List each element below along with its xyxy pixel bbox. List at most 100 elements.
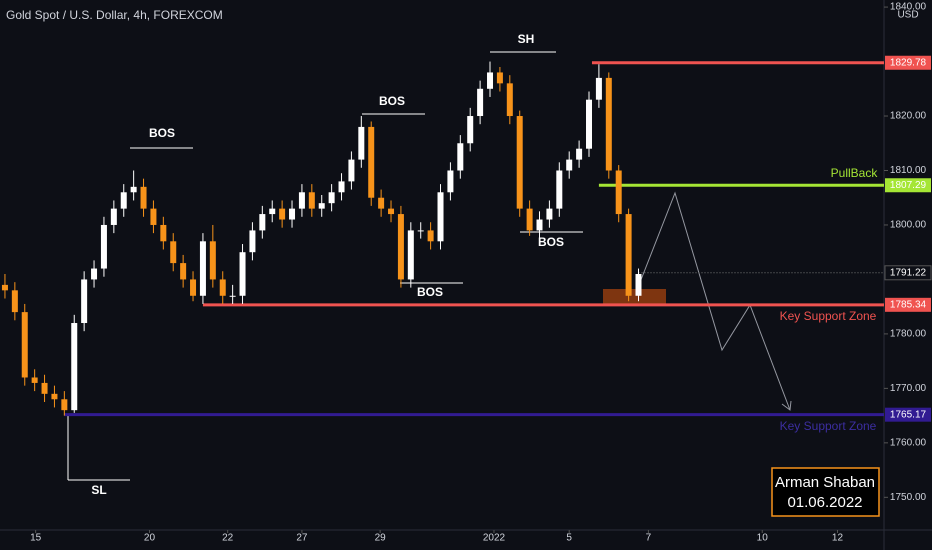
candle-body [91,268,98,280]
annotation: BOS [149,126,175,140]
y-tick-label: 1800.00 [890,220,927,231]
candle-body [338,181,345,193]
x-tick-label: 29 [375,533,387,544]
candle-body [378,197,385,209]
candle-body [417,230,424,232]
candle-body [110,208,117,225]
candle-body [506,83,513,117]
candle-body [477,88,484,117]
annotation: SH [518,32,535,46]
y-tick-label: 1760.00 [890,437,927,448]
candle-body [447,170,454,193]
candle-body [298,192,305,209]
candle-body [249,230,256,253]
annotation-lines [67,51,583,481]
x-tick-label: 10 [757,533,769,544]
candle-body [615,170,622,215]
candle-body [388,208,395,215]
candle-body [150,208,157,225]
x-tick-label: 20 [144,533,156,544]
candle-body [536,219,543,231]
candle-body [625,214,632,296]
candle-body [239,252,246,296]
level-label: 1807.29 [890,180,927,191]
annotation: BOS [379,94,405,108]
candle-body [209,241,216,280]
candle-body [81,279,88,324]
candle-body [31,377,38,383]
last-price-label: 1791.22 [890,267,927,278]
candle-body [437,192,444,242]
candle-body [229,295,236,297]
level-label: 1765.17 [890,409,927,420]
y-tick-label: 1750.00 [890,492,927,503]
candle-body [289,208,296,220]
candle-body [358,126,365,160]
candle-body [595,77,602,100]
signature-name: Arman Shaban [775,474,875,491]
level-note: Key Support Zone [780,309,877,323]
y-tick-label: 1820.00 [890,111,927,122]
annotation: BOS [538,235,564,249]
candle-body [318,203,325,209]
level-label-bg [885,407,931,422]
candle-body [199,241,206,296]
level-label-bg [885,55,931,70]
last-price-bg [884,265,932,281]
x-tick-label: 15 [30,533,42,544]
candle-body [397,214,404,280]
candle-body [51,393,58,400]
candle-body [259,214,266,231]
candle-body [457,143,464,171]
level-label-bg [885,178,931,193]
candle-body [496,72,503,84]
candle-body [556,170,563,209]
signature-box [771,467,880,517]
candle-body [11,290,18,313]
candle-body [190,279,197,296]
candle-body [1,284,8,291]
candle-body [635,273,642,296]
candle-body [516,116,523,209]
candle-body [566,159,573,171]
candle-body [427,230,434,242]
candle-body [41,382,48,394]
chart-title: Gold Spot / U.S. Dollar, 4h, FOREXCOM [6,8,223,22]
level-note: PullBack [831,166,879,180]
candle-body [368,126,375,198]
candle-body [219,279,226,296]
x-tick-label: 12 [832,533,844,544]
y-tick-label: 1770.00 [890,383,927,394]
candle-body [328,192,335,204]
annotation: SL [91,483,106,497]
x-tick-label: 2022 [483,533,506,544]
candle-body [308,192,315,209]
candle-body [546,208,553,220]
candle-body [576,148,583,160]
candle-body [407,230,414,280]
candle-body [100,224,107,269]
candle-body [526,208,533,231]
candle-body [61,399,68,411]
x-tick-label: 22 [222,533,234,544]
y-tick-label: 1840.00 [890,2,927,13]
projection-arrowhead [781,400,792,411]
candle-body [348,159,355,182]
signature-date: 01.06.2022 [787,494,862,511]
candle-body [605,77,612,171]
candle-body [467,116,474,144]
zone-box [603,289,666,305]
candle-body [120,192,127,209]
candle-body [586,99,593,149]
candle-body [170,241,177,264]
currency: USD [897,10,918,21]
candle-body [160,224,167,242]
x-tick-label: 27 [296,533,308,544]
level-label: 1785.34 [890,299,927,310]
candle-body [487,72,494,89]
y-tick-label: 1780.00 [890,329,927,340]
candle-body [71,323,78,411]
candle-body [140,186,147,209]
